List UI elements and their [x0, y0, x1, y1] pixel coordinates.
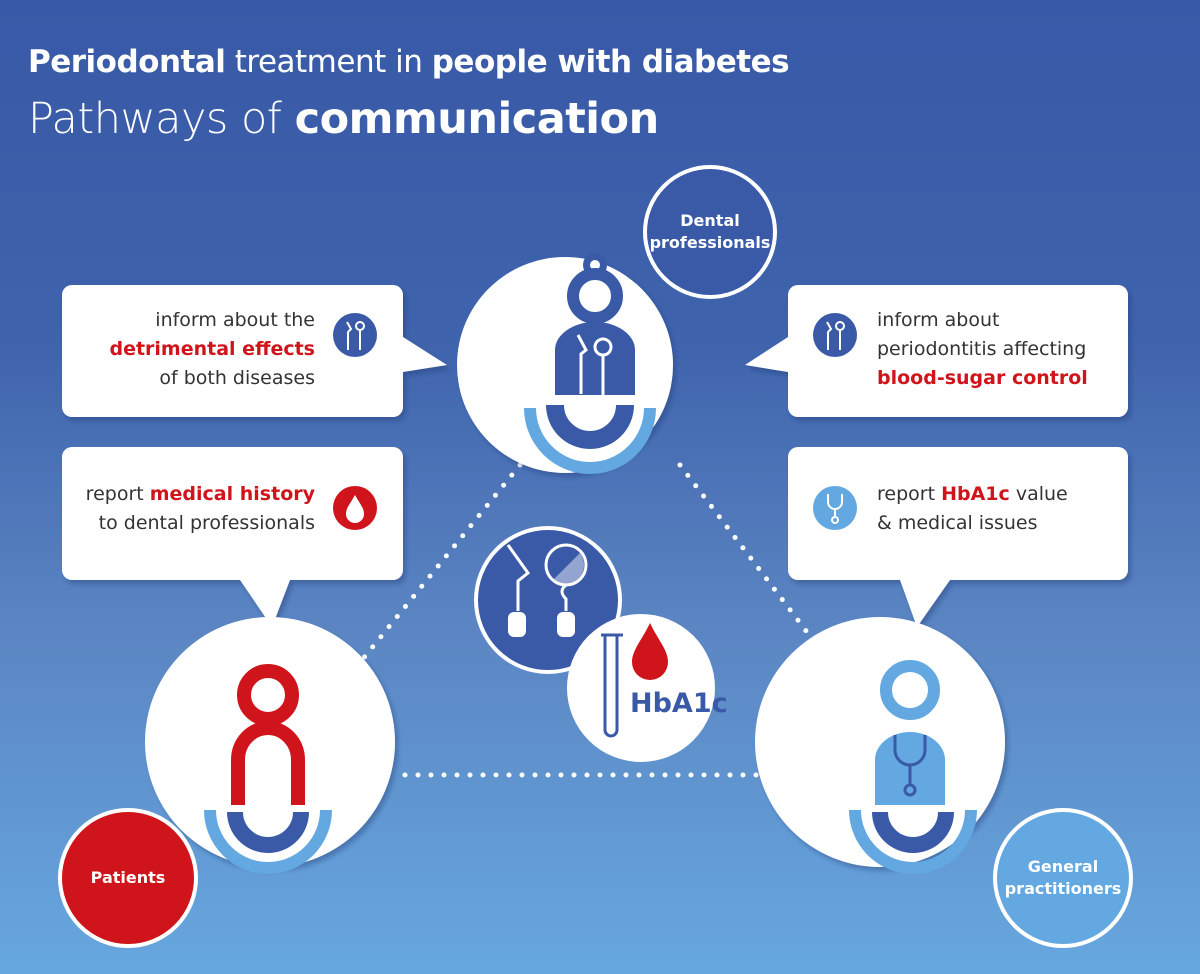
bubble-text-patients-to-dental: report medical history to dental profess… — [86, 480, 315, 538]
bubble-text-gp-to-dental: report HbA1c value & medical issues — [877, 480, 1068, 538]
text-segment: value — [1009, 483, 1068, 505]
connector-dental-patients — [355, 462, 523, 668]
label-line: General — [1027, 857, 1099, 876]
text-line: inform about the — [155, 309, 315, 331]
highlight-text: medical history — [149, 483, 315, 505]
label-general-practitioners: General practitioners — [995, 856, 1131, 900]
title-bold-2: people with diabetes — [431, 44, 790, 80]
bubble-text-dental-to-gp: inform about periodontitis affecting blo… — [877, 306, 1088, 393]
bubble-mid-right — [788, 447, 1128, 627]
label-line: practitioners — [1004, 879, 1122, 898]
dental-instruments-icon — [813, 313, 857, 357]
hba1c-test-circle — [567, 614, 715, 762]
title-bold-1: Periodontal — [28, 44, 226, 80]
dentist-icon — [555, 322, 635, 395]
title-regular-1: treatment in — [225, 44, 432, 80]
dental-professional-node — [457, 165, 777, 474]
dotted-connectors — [355, 462, 835, 778]
patient-icon — [231, 664, 305, 805]
label-patients: Patients — [90, 868, 166, 887]
stethoscope-icon — [893, 735, 927, 797]
label-dental-professionals: Dental professionals — [645, 210, 775, 254]
text-line: & medical issues — [877, 512, 1038, 534]
stethoscope-icon — [813, 486, 857, 530]
label-line: professionals — [649, 233, 771, 252]
test-tube-icon — [601, 633, 623, 738]
text-segment: report — [877, 483, 942, 505]
blood-drop-icon — [333, 486, 377, 530]
label-line: Dental — [680, 211, 740, 230]
patient-node — [58, 617, 395, 948]
title-line-1: Periodontal treatment in people with dia… — [28, 44, 790, 80]
highlight-text: HbA1c — [941, 483, 1010, 505]
highlight-text: detrimental effects — [109, 338, 315, 360]
text-segment: report — [85, 483, 150, 505]
dental-instruments-icon — [333, 313, 377, 357]
connector-dental-gp — [677, 462, 835, 668]
blood-drop-icon — [632, 623, 668, 680]
bubble-mid-left — [62, 447, 403, 627]
subtitle-regular: Pathways of — [28, 94, 295, 144]
text-line: periodontitis affecting — [877, 338, 1087, 360]
text-line: inform about — [877, 309, 1000, 331]
text-line: to dental professionals — [98, 512, 315, 534]
hba1c-label: HbA1c — [630, 688, 728, 719]
highlight-text: blood-sugar control — [877, 367, 1088, 389]
dental-instruments-circle — [474, 526, 622, 674]
text-line: of both diseases — [159, 367, 315, 389]
doctor-icon — [880, 660, 940, 720]
title-line-2: Pathways of communication — [28, 94, 659, 144]
gp-node — [755, 617, 1133, 948]
bubble-text-dental-to-patients: inform about the detrimental effects of … — [109, 306, 315, 393]
subtitle-bold: communication — [294, 94, 660, 144]
